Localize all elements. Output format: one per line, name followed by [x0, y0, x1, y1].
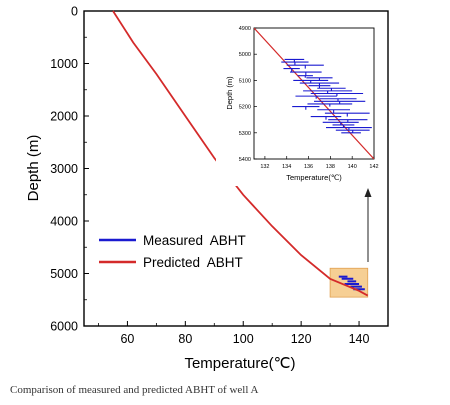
- main-y-tick-label: 2000: [50, 110, 78, 124]
- inset-y-tick-label: 5300: [239, 131, 251, 137]
- inset-y-tick-label: 5000: [239, 52, 251, 58]
- main-y-tick-label: 1000: [50, 57, 78, 71]
- inset-x-tick-label: 132: [260, 164, 269, 170]
- inset-x-tick-labels: 132 134 136 138 140 142: [260, 164, 378, 170]
- main-y-tick-label: 4000: [50, 215, 78, 229]
- main-y-tick-labels: 0 1000 2000 3000 4000 5000 6000: [50, 5, 78, 334]
- main-x-tick-label: 60: [120, 332, 134, 346]
- main-x-tick-labels: 60 80 100 120 140: [120, 332, 369, 346]
- main-x-tick-label: 100: [233, 332, 254, 346]
- inset-x-tick-label: 140: [348, 164, 357, 170]
- inset-y-tick-label: 5400: [239, 157, 251, 163]
- inset-x-tick-label: 138: [326, 164, 335, 170]
- legend-label-measured: Measured ABHT: [143, 233, 246, 248]
- inset-x-tick-label: 134: [282, 164, 291, 170]
- main-y-tick-label: 3000: [50, 162, 78, 176]
- inset-measured-series: [281, 58, 372, 134]
- main-y-tick-label: 6000: [50, 320, 78, 334]
- figure-caption: Comparison of measured and predicted ABH…: [10, 384, 259, 396]
- inset-plot-frame: [253, 27, 375, 160]
- main-predicted-line: [112, 10, 369, 297]
- inset-y-tick-label: 4900: [239, 26, 251, 32]
- legend-label-predicted: Predicted ABHT: [143, 255, 243, 270]
- legend: Measured ABHT Predicted ABHT: [99, 233, 246, 270]
- main-x-tick-label: 140: [349, 332, 370, 346]
- main-x-tick-label: 120: [291, 332, 312, 346]
- inset-y-tick-labels: 4900 5000 5100 5200 5300 5400: [239, 26, 251, 163]
- inset-y-axis-label: Depth (m): [225, 76, 234, 110]
- inset-y-tick-label: 5200: [239, 105, 251, 111]
- main-x-tick-label: 80: [178, 332, 192, 346]
- main-y-tick-label: 5000: [50, 267, 78, 281]
- main-y-axis-label: Depth (m): [25, 135, 42, 202]
- inset-ticks: [254, 27, 375, 160]
- inset-x-tick-label: 142: [369, 164, 378, 170]
- main-ticks: [84, 10, 389, 327]
- inset-x-tick-label: 136: [304, 164, 313, 170]
- main-y-tick-label: 0: [71, 5, 78, 19]
- main-x-axis-label: Temperature(℃): [184, 355, 295, 372]
- zoom-arrow: [364, 188, 372, 262]
- inset-y-tick-label: 5100: [239, 78, 251, 84]
- inset-x-axis-label: Temperature(℃): [286, 173, 342, 182]
